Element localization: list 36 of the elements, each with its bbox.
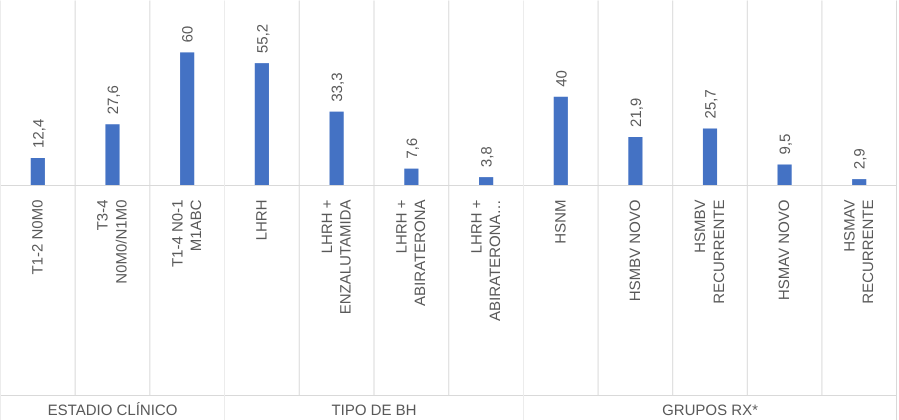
x-tick-label: HSMAV RECURRENTE — [841, 200, 878, 304]
data-label: 7,6 — [404, 138, 421, 159]
data-label: 2,9 — [852, 148, 869, 170]
x-tick-label: LHRH + ABIRATERONA… — [468, 199, 504, 321]
x-tick-label: LHRH + ABIRATERONA — [394, 199, 430, 306]
x-tick-label: T3-4 N0M0/N1M0 — [94, 200, 130, 284]
bar — [254, 63, 269, 186]
x-tick-label: LHRH + ENZALUTAMIDA — [318, 199, 354, 314]
bar — [404, 168, 418, 186]
data-label: 40 — [553, 70, 570, 87]
data-label: 33,3 — [329, 72, 346, 102]
bar — [852, 179, 866, 186]
x-tick-label: HSMBV NOVO — [626, 200, 644, 302]
data-label: 55,2 — [254, 24, 272, 54]
bar — [628, 136, 642, 186]
bar — [479, 177, 494, 186]
x-tick-label: T1-4 N0-1 M1ABC — [169, 199, 206, 268]
data-label: 60 — [180, 26, 197, 42]
x-axis-title: TIPO DE BH — [331, 402, 417, 420]
x-tick-label: HSNM — [552, 200, 570, 244]
x-tick-label: HSMAV NOVO — [776, 200, 794, 300]
data-label: 3,8 — [478, 146, 496, 168]
x-axis-title: GRUPOS RX* — [662, 402, 758, 420]
bar — [330, 112, 344, 186]
data-label: 27,6 — [105, 85, 122, 114]
bar — [778, 164, 792, 186]
x-tick-label: LHRH — [253, 200, 270, 240]
bar — [554, 96, 568, 186]
bar — [702, 128, 718, 186]
data-label: 21,9 — [628, 98, 645, 127]
data-label: 12,4 — [30, 118, 48, 148]
x-tick-label: T1-2 N0M0 — [29, 200, 46, 275]
x-tick-label: HSMBV RECURRENTE — [692, 200, 728, 304]
data-label: 9,5 — [777, 134, 794, 154]
data-label: 25,7 — [702, 89, 720, 119]
x-axis-title: ESTADIO CLÍNICO — [48, 401, 178, 420]
